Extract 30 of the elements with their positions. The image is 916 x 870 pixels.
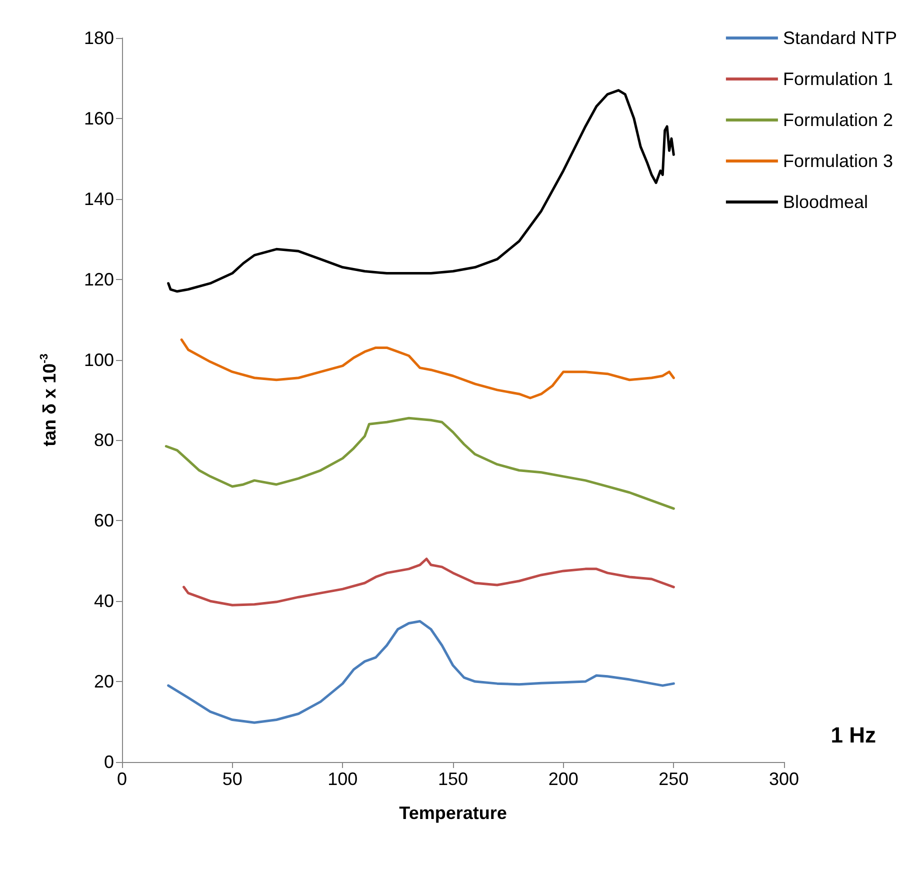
legend-label: Formulation 1 (782, 69, 894, 89)
y-tick-label: 80 (94, 430, 114, 450)
y-axis-title: tan δ x 10-3 (38, 354, 60, 446)
legend-label: Formulation 2 (782, 110, 894, 130)
x-axis-title: Temperature (399, 803, 507, 823)
y-tick-label: 40 (94, 591, 114, 612)
y-tick-label: 20 (94, 672, 114, 692)
y-tick-label: 180 (84, 28, 114, 48)
line-series (167, 620, 675, 724)
x-tick-label: 150 (438, 769, 468, 789)
x-tick-label: 100 (328, 769, 358, 789)
legend-label: Standard NTP (782, 28, 898, 48)
x-tick-label: 0 (116, 769, 128, 789)
legend-label: Bloodmeal (782, 192, 868, 212)
x-tick-label: 50 (222, 769, 242, 789)
y-tick-label: 60 (94, 510, 114, 531)
line-series (180, 338, 675, 400)
x-tick-label: 250 (658, 769, 689, 789)
y-tick-label: 160 (84, 108, 114, 128)
y-tick-label: 120 (84, 269, 114, 290)
x-tick-label: 300 (768, 769, 800, 789)
y-tick-label: 100 (84, 350, 114, 370)
line-series (182, 558, 675, 606)
y-tick-label: 0 (104, 752, 114, 772)
x-tick-label: 200 (548, 769, 578, 789)
line-series (167, 89, 675, 293)
legend-label: Formulation 3 (782, 151, 894, 171)
line-series (164, 416, 675, 510)
y-tick-label: 140 (84, 188, 114, 209)
text: 1 Hz (830, 722, 876, 748)
